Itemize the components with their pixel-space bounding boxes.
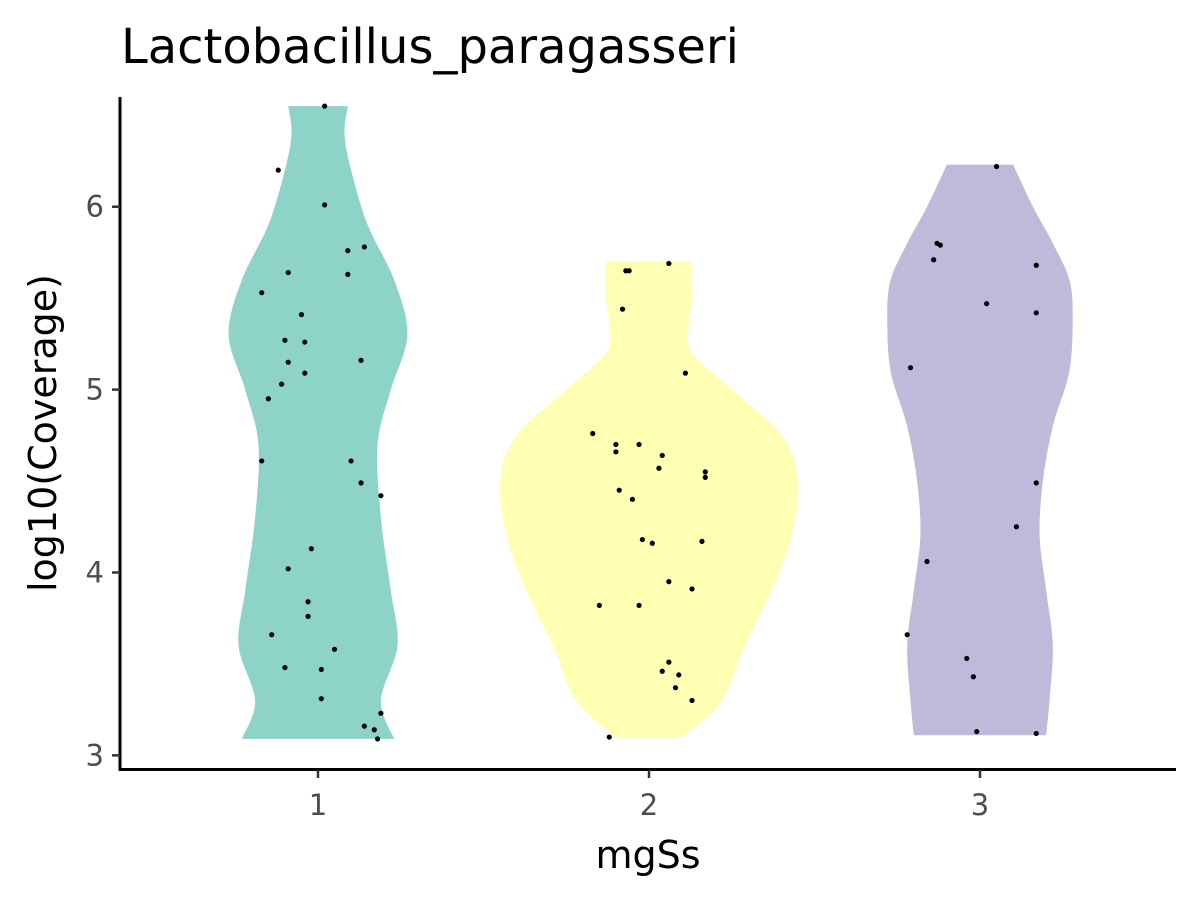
data-point-group-3 (931, 257, 937, 263)
data-point-group-3 (1033, 480, 1039, 486)
x-tick-label: 3 (971, 788, 989, 822)
y-tick-label: 5 (86, 373, 104, 407)
data-point-group-3 (1013, 524, 1020, 530)
data-point-group-2 (623, 268, 629, 274)
data-point-group-2 (590, 430, 596, 437)
data-point-group-2 (689, 586, 695, 592)
data-point-group-2 (676, 672, 682, 678)
data-point-group-2 (666, 579, 672, 585)
data-point-group-1 (302, 370, 308, 376)
data-point-group-3 (904, 632, 910, 638)
data-point-group-2 (666, 260, 672, 267)
data-point-group-1 (282, 664, 288, 671)
data-point-group-3 (907, 365, 914, 371)
data-point-group-1 (322, 202, 328, 208)
data-point-group-2 (699, 538, 705, 544)
data-point-group-1 (298, 312, 305, 318)
y-axis-ticks: 3 4 5 6 (86, 190, 120, 772)
data-point-group-1 (285, 566, 291, 572)
data-point-group-1 (265, 396, 271, 402)
data-point-group-3 (964, 655, 970, 662)
data-point-group-1 (275, 167, 281, 173)
data-point-group-1 (345, 248, 351, 254)
data-point-group-1 (348, 458, 354, 464)
data-point-group-3 (937, 242, 943, 248)
data-point-group-1 (285, 359, 291, 365)
data-point-group-1 (322, 103, 328, 109)
data-point-group-1 (259, 290, 265, 296)
data-point-group-1 (318, 696, 324, 702)
data-point-group-1 (308, 546, 314, 552)
data-point-group-2 (689, 697, 695, 704)
data-point-group-2 (616, 487, 622, 493)
data-point-group-1 (282, 337, 288, 343)
x-axis-ticks: 1 2 3 (309, 770, 989, 822)
violin-group-2 (499, 261, 799, 738)
chart-title: Lactobacillus_paragasseri (121, 19, 739, 75)
data-point-group-1 (305, 613, 311, 619)
data-point-group-2 (666, 659, 672, 665)
data-point-group-1 (361, 244, 367, 250)
data-point-group-1 (345, 271, 351, 277)
data-point-group-2 (659, 668, 665, 674)
data-point-group-2 (636, 602, 642, 609)
data-point-group-3 (974, 728, 980, 735)
points-layer (259, 103, 1039, 742)
data-point-group-2 (613, 449, 619, 455)
data-point-group-1 (371, 727, 377, 733)
data-point-group-3 (970, 674, 976, 680)
violin-layer (228, 106, 1073, 739)
data-point-group-1 (358, 357, 364, 363)
data-point-group-3 (1033, 310, 1039, 316)
data-point-group-1 (378, 710, 384, 716)
data-point-group-1 (361, 723, 367, 729)
violin-group-1 (228, 106, 408, 739)
data-point-group-1 (318, 666, 324, 673)
data-point-group-1 (374, 736, 381, 742)
data-point-group-3 (1033, 262, 1039, 268)
x-axis-title: mgSs (595, 833, 700, 877)
data-point-group-2 (613, 441, 619, 448)
data-point-group-2 (606, 734, 612, 740)
data-point-group-2 (672, 685, 679, 691)
data-point-group-3 (924, 558, 930, 565)
x-tick-label: 1 (309, 788, 327, 822)
data-point-group-1 (358, 480, 364, 486)
data-point-group-1 (259, 458, 265, 464)
data-point-group-2 (649, 540, 655, 546)
data-point-group-1 (302, 339, 308, 345)
data-point-group-2 (656, 465, 662, 471)
data-point-group-2 (619, 306, 626, 312)
data-point-group-3 (993, 163, 1000, 170)
y-tick-label: 3 (86, 738, 104, 772)
data-point-group-1 (331, 646, 338, 652)
data-point-group-2 (636, 441, 642, 448)
data-point-group-2 (639, 536, 645, 543)
data-point-group-1 (378, 493, 384, 499)
y-tick-label: 6 (86, 190, 104, 224)
data-point-group-2 (682, 370, 689, 376)
violin-group-3 (887, 164, 1073, 736)
data-point-group-2 (702, 474, 708, 480)
x-tick-label: 2 (640, 788, 658, 822)
y-tick-label: 4 (86, 555, 104, 589)
y-axis-title: log10(Coverage) (21, 274, 65, 592)
data-point-group-1 (285, 269, 291, 276)
data-point-group-2 (659, 452, 665, 459)
data-point-group-1 (278, 381, 285, 387)
data-point-group-2 (702, 469, 708, 475)
data-point-group-2 (629, 496, 636, 502)
data-point-group-1 (305, 599, 311, 605)
data-point-group-3 (1033, 730, 1039, 737)
data-point-group-3 (984, 301, 990, 307)
data-point-group-1 (269, 632, 275, 638)
data-point-group-2 (596, 602, 602, 609)
